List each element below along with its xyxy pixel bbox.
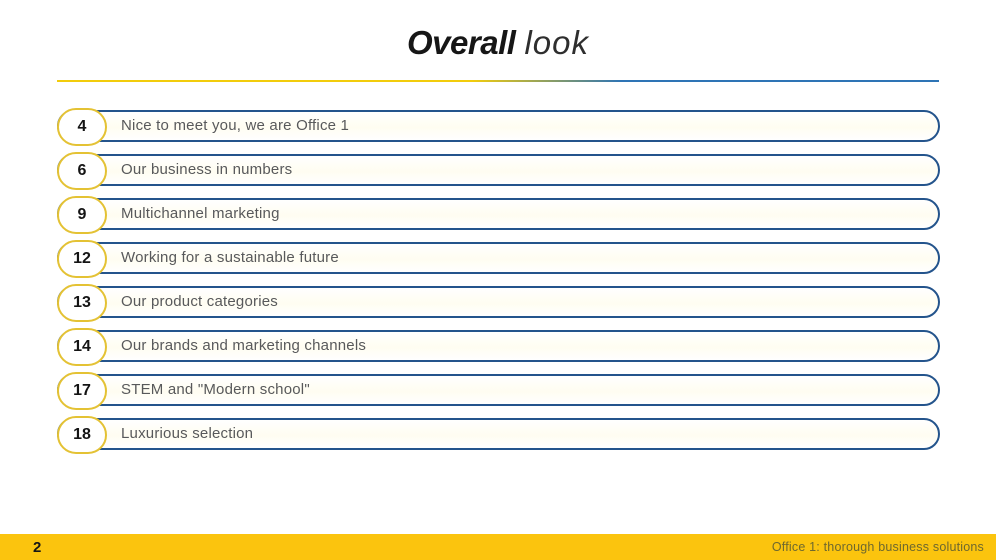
- toc-item[interactable]: 17 STEM and "Modern school": [57, 372, 940, 410]
- page-number: 17: [73, 382, 91, 399]
- toc-item[interactable]: 14 Our brands and marketing channels: [57, 328, 940, 366]
- toc-item[interactable]: 12 Working for a sustainable future: [57, 240, 940, 278]
- toc-item-label: Our product categories: [121, 293, 278, 310]
- page-badge: 17: [57, 372, 107, 410]
- toc-item-label: Working for a sustainable future: [121, 249, 339, 266]
- toc-item[interactable]: 18 Luxurious selection: [57, 416, 940, 454]
- page-badge: 12: [57, 240, 107, 278]
- page-title-rest: look: [524, 24, 589, 61]
- page-number: 4: [77, 118, 87, 135]
- footer-tagline: Office 1: thorough business solutions: [771, 540, 984, 554]
- title-divider-line: [57, 80, 939, 82]
- page-badge: 4: [57, 108, 107, 146]
- toc-item-label: Luxurious selection: [121, 425, 254, 442]
- page-badge: 18: [57, 416, 107, 454]
- page-number: 9: [77, 206, 87, 223]
- toc-item[interactable]: 4 Nice to meet you, we are Office 1: [57, 108, 940, 146]
- page-number: 6: [77, 162, 87, 179]
- page-badge: 9: [57, 196, 107, 234]
- toc-item-label: Nice to meet you, we are Office 1: [121, 117, 350, 134]
- page-badge: 14: [57, 328, 107, 366]
- toc-item[interactable]: 6 Our business in numbers: [57, 152, 940, 190]
- page-title-emphasis: Overall: [407, 24, 516, 61]
- toc-item-label: STEM and "Modern school": [121, 381, 310, 398]
- footer-page-number: 2: [33, 538, 42, 556]
- toc-item-label: Multichannel marketing: [121, 205, 280, 222]
- page-badge: 13: [57, 284, 107, 322]
- page-number: 18: [73, 426, 91, 443]
- toc-item-label: Our business in numbers: [121, 161, 293, 178]
- page-badge: 6: [57, 152, 107, 190]
- toc-item[interactable]: 9 Multichannel marketing: [57, 196, 940, 234]
- toc-item-label: Our brands and marketing channels: [121, 337, 367, 354]
- page-number: 12: [73, 250, 91, 267]
- footer-bar: 2 Office 1: thorough business solutions: [0, 534, 996, 560]
- toc-list: 4 Nice to meet you, we are Office 1 6 Ou…: [57, 108, 940, 462]
- page-number: 13: [73, 294, 91, 311]
- page-number: 14: [73, 338, 91, 355]
- toc-item[interactable]: 13 Our product categories: [57, 284, 940, 322]
- page-title: Overall look: [0, 24, 996, 62]
